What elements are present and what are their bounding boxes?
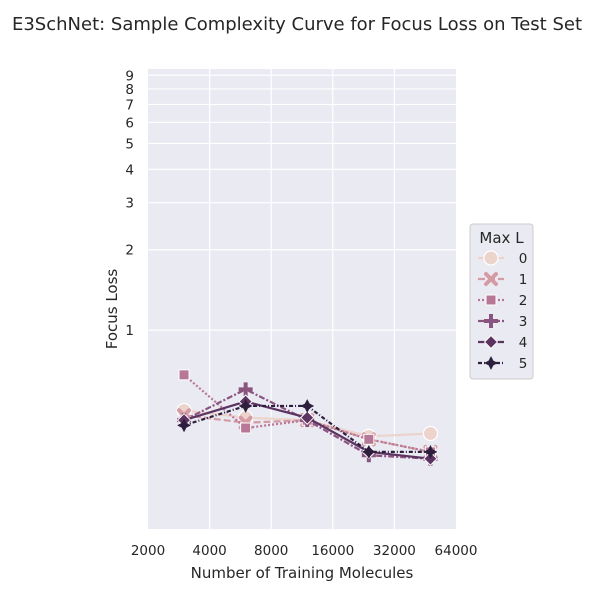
- legend-label: 4: [519, 335, 528, 351]
- data-point: [176, 418, 192, 433]
- data-point: [300, 410, 315, 425]
- y-tick-label: 9: [125, 68, 134, 84]
- data-point: [240, 422, 252, 434]
- data-point: [423, 444, 438, 459]
- y-tick-label: 5: [125, 136, 134, 152]
- data-point: [238, 382, 253, 397]
- data-point: [363, 433, 375, 445]
- data-point: [484, 272, 498, 286]
- legend-items: 0 1 2 3 4 5: [478, 250, 528, 372]
- y-tick-label: 8: [125, 82, 134, 98]
- data-point: [178, 369, 190, 381]
- series-5: [176, 398, 438, 459]
- x-tick-label: 4000: [192, 543, 226, 559]
- data-point: [422, 425, 439, 442]
- legend-item-0: 0: [478, 250, 528, 267]
- series-layer: [176, 369, 439, 466]
- legend-label: 1: [519, 272, 528, 288]
- y-tick-label: 7: [125, 97, 134, 113]
- legend-title: Max L: [479, 229, 524, 247]
- legend: Max L 0 1 2 3 4 5: [469, 223, 534, 380]
- y-tick-label: 4: [125, 162, 134, 178]
- legend-label: 2: [519, 293, 528, 309]
- y-tick-label: 2: [125, 243, 134, 259]
- y-tick-label: 3: [125, 196, 134, 212]
- plot-area: [148, 69, 456, 529]
- data-point: [300, 398, 315, 414]
- legend-item-4: 4: [478, 334, 528, 351]
- data-point: [485, 294, 497, 306]
- legend-item-1: 1: [478, 272, 527, 288]
- chart-title: E3SchNet: Sample Complexity Curve for Fo…: [12, 14, 582, 35]
- legend-label: 3: [519, 314, 528, 330]
- legend-label: 5: [519, 356, 528, 372]
- x-tick-label: 32000: [373, 543, 416, 559]
- data-point: [483, 334, 499, 350]
- data-point: [483, 355, 499, 371]
- x-axis-label: Number of Training Molecules: [191, 564, 414, 582]
- legend-item-5: 5: [478, 355, 528, 372]
- tick-labels: 2000 4000 8000 16000 32000 64000 1 2 3 4 5 6 789: [125, 68, 477, 559]
- x-tick-label: 16000: [311, 543, 354, 559]
- data-point: [361, 444, 376, 459]
- x-tick-label: 8000: [254, 543, 288, 559]
- legend-item-3: 3: [478, 314, 527, 330]
- legend-item-2: 2: [478, 293, 527, 309]
- x-tick-label: 2000: [131, 543, 165, 559]
- grid: [148, 69, 456, 529]
- x-tick-label: 64000: [435, 543, 478, 559]
- series-line: [183, 374, 431, 453]
- y-tick-label: 6: [125, 115, 134, 131]
- data-point: [238, 398, 253, 414]
- data-point: [483, 250, 499, 266]
- legend-label: 0: [519, 251, 528, 267]
- data-point: [484, 314, 498, 328]
- y-axis-label: Focus Loss: [103, 269, 121, 350]
- y-tick-label: 1: [125, 323, 134, 339]
